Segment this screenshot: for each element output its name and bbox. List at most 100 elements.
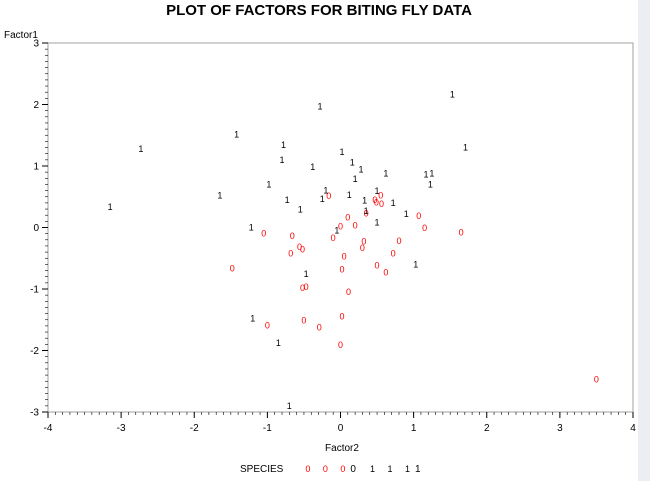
- data-point-species-1: 1: [358, 165, 363, 175]
- legend-label-species-0: 0: [350, 463, 356, 475]
- x-tick-label: 0: [338, 423, 344, 434]
- data-point-species-1: 1: [250, 314, 255, 324]
- data-point-species-0: 0: [338, 340, 343, 350]
- data-point-species-0: 0: [360, 243, 365, 253]
- data-point-species-0: 0: [396, 236, 401, 246]
- data-point-species-1: 1: [375, 186, 380, 196]
- y-tick-label: 2: [33, 100, 39, 111]
- data-point-species-1: 1: [339, 147, 344, 157]
- legend-entry-species-1: 1 1 1 1: [370, 464, 421, 475]
- data-point-species-0: 0: [375, 261, 380, 271]
- legend-symbols-species-1: 1 1 1: [369, 464, 415, 474]
- y-tick-label: -1: [30, 285, 39, 296]
- data-point-species-1: 1: [413, 259, 418, 269]
- data-point-species-0: 0: [383, 267, 388, 277]
- data-point-species-1: 1: [350, 157, 355, 167]
- data-point-species-0: 0: [297, 242, 302, 252]
- x-tick-label: -4: [44, 423, 53, 434]
- data-point-species-1: 1: [138, 144, 143, 154]
- data-point-species-1: 1: [364, 206, 369, 216]
- data-point-species-1: 1: [375, 218, 380, 228]
- y-tick-label: 1: [33, 162, 39, 173]
- window-edge-stripe: [638, 0, 650, 481]
- data-point-species-0: 0: [304, 282, 309, 292]
- data-point-species-1: 1: [234, 130, 239, 140]
- data-point-species-0: 0: [416, 211, 421, 221]
- data-point-species-0: 0: [317, 323, 322, 333]
- y-axis: 3 2 1 0 -1 -2 -3: [30, 39, 48, 419]
- data-point-species-0: 0: [300, 245, 305, 255]
- chart-title: PLOT OF FACTORS FOR BITING FLY DATA: [166, 2, 472, 19]
- x-tick-label: 4: [630, 423, 636, 434]
- data-point-species-1: 1: [347, 190, 352, 200]
- data-point-species-0: 0: [345, 213, 350, 223]
- data-point-species-0: 0: [265, 320, 270, 330]
- data-point-species-1: 1: [304, 269, 309, 279]
- data-point-species-1: 1: [281, 140, 286, 150]
- legend-entry-species-0: 0 0 0 0: [305, 464, 356, 475]
- data-point-species-1: 1: [429, 168, 434, 178]
- data-point-species-1: 1: [279, 155, 284, 165]
- data-point-species-1: 1: [463, 143, 468, 153]
- legend-label-species-1: 1: [414, 463, 421, 475]
- data-point-species-0: 0: [391, 248, 396, 258]
- data-point-species-0: 0: [364, 208, 369, 218]
- data-point-species-1: 1: [249, 223, 254, 233]
- x-tick-label: 2: [484, 423, 490, 434]
- data-point-species-1: 1: [362, 195, 367, 205]
- data-point-species-1: 1: [108, 202, 113, 212]
- data-point-species-1: 1: [320, 194, 325, 204]
- data-point-species-0: 0: [338, 221, 343, 231]
- legend-symbols-species-0: 0 0 0: [305, 464, 351, 474]
- data-point-species-0: 0: [290, 231, 295, 241]
- data-point-species-1: 1: [391, 198, 396, 208]
- data-point-species-0: 0: [342, 251, 347, 261]
- data-point-species-1: 1: [285, 195, 290, 205]
- y-tick-label: 0: [33, 223, 39, 234]
- data-point-species-0: 0: [301, 315, 306, 325]
- data-point-species-1: 1: [310, 162, 315, 172]
- legend-title: SPECIES: [240, 463, 284, 475]
- data-point-species-0: 0: [288, 248, 293, 258]
- legend: SPECIES 0 0 0 0 1 1 1 1: [240, 462, 435, 476]
- y-tick-label: -3: [30, 408, 39, 419]
- data-point-species-1: 1: [266, 179, 271, 189]
- data-point-species-1: 1: [298, 205, 303, 215]
- x-tick-label: 1: [411, 423, 417, 434]
- data-point-species-0: 0: [459, 227, 464, 237]
- x-tick-label: -1: [263, 423, 272, 434]
- data-point-species-1: 1: [334, 226, 339, 236]
- data-point-species-0: 0: [346, 287, 351, 297]
- data-point-species-1: 1: [450, 90, 455, 100]
- data-point-species-1: 1: [428, 179, 433, 189]
- data-point-species-1: 1: [287, 401, 292, 411]
- data-point-species-0: 0: [339, 264, 344, 274]
- x-tick-label: -3: [117, 423, 126, 434]
- data-point-species-1: 1: [276, 338, 281, 348]
- data-point-species-0: 0: [594, 374, 599, 384]
- data-point-species-0: 0: [230, 264, 235, 274]
- data-point-species-0: 0: [361, 237, 366, 247]
- data-point-species-1: 1: [353, 174, 358, 184]
- data-point-species-0: 0: [378, 191, 383, 201]
- data-point-species-0: 0: [353, 221, 358, 231]
- data-point-species-0: 0: [331, 233, 336, 243]
- x-tick-label: 3: [557, 423, 563, 434]
- data-point-species-0: 0: [379, 199, 384, 209]
- data-point-species-0: 0: [300, 283, 305, 293]
- data-point-species-0: 0: [261, 229, 266, 239]
- data-point-species-0: 0: [339, 312, 344, 322]
- data-point-species-1: 1: [424, 170, 429, 180]
- x-tick-label: -2: [190, 423, 199, 434]
- y-tick-label: -2: [30, 346, 39, 357]
- data-point-species-1: 1: [217, 191, 222, 201]
- y-axis-label: Factor1: [4, 30, 38, 41]
- data-point-species-1: 1: [404, 209, 409, 219]
- x-axis: -4 -3 -2 -1 0 1 2 3 4: [44, 412, 636, 434]
- data-point-species-1: 1: [383, 168, 388, 178]
- x-axis-label: Factor2: [325, 443, 359, 454]
- data-point-species-0: 0: [372, 195, 377, 205]
- data-point-species-1: 1: [323, 186, 328, 196]
